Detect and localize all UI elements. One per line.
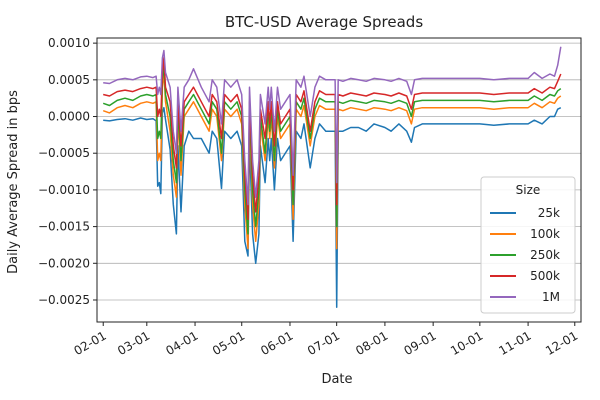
- series-line-25k: [103, 106, 562, 309]
- legend-label-100k: 100k: [530, 227, 560, 241]
- y-tick-label: −0.0010: [38, 183, 90, 197]
- legend-label-25k: 25k: [538, 206, 560, 220]
- y-tick-label: −0.0025: [38, 293, 90, 307]
- x-tick-label: 06-01: [258, 328, 295, 358]
- legend-label-1m: 1M: [542, 290, 560, 304]
- x-tick-label: 10-01: [448, 328, 485, 358]
- y-tick-label: 0.0000: [48, 110, 90, 124]
- series-line-500k: [103, 57, 562, 221]
- x-axis-title: Date: [321, 372, 352, 387]
- x-tick-label: 07-01: [305, 328, 342, 358]
- plot-frame: [96, 37, 582, 323]
- legend-label-500k: 500k: [530, 269, 560, 283]
- x-tick-label: 05-01: [210, 328, 247, 358]
- x-tick-label: 02-01: [72, 328, 109, 358]
- legend-box: [480, 176, 576, 314]
- x-tick-label: 04-01: [163, 328, 200, 358]
- x-tick-label: 08-01: [353, 328, 390, 358]
- legend: Size 25k 100k 250k 500k 1M: [480, 176, 576, 314]
- y-tick-label: 0.0005: [48, 73, 90, 87]
- series-line-1m: [103, 46, 562, 206]
- y-tick-label: −0.0020: [38, 256, 90, 270]
- y-axis-title: Daily Average Spread in bps: [6, 90, 21, 274]
- x-tick-label: 11-01: [496, 328, 533, 358]
- legend-title: Size: [516, 183, 541, 197]
- series-lines: [102, 46, 562, 309]
- x-tick-label: 03-01: [115, 328, 152, 358]
- y-tick-label: 0.0010: [48, 36, 90, 50]
- x-axis: 02-01 03-01 04-01 05-01 06-01 07-01 08-01 09-01…: [72, 322, 580, 358]
- legend-label-250k: 250k: [530, 248, 560, 262]
- x-tick-label: 12-01: [543, 328, 580, 358]
- y-tick-label: −0.0005: [38, 146, 90, 160]
- chart-title: BTC-USD Average Spreads: [225, 13, 423, 31]
- y-axis: 0.0010 0.0005 0.0000 −0.0005 −0.0010 −0.0015 −…: [38, 36, 97, 307]
- y-tick-label: −0.0015: [38, 220, 90, 234]
- x-tick-label: 09-01: [401, 328, 438, 358]
